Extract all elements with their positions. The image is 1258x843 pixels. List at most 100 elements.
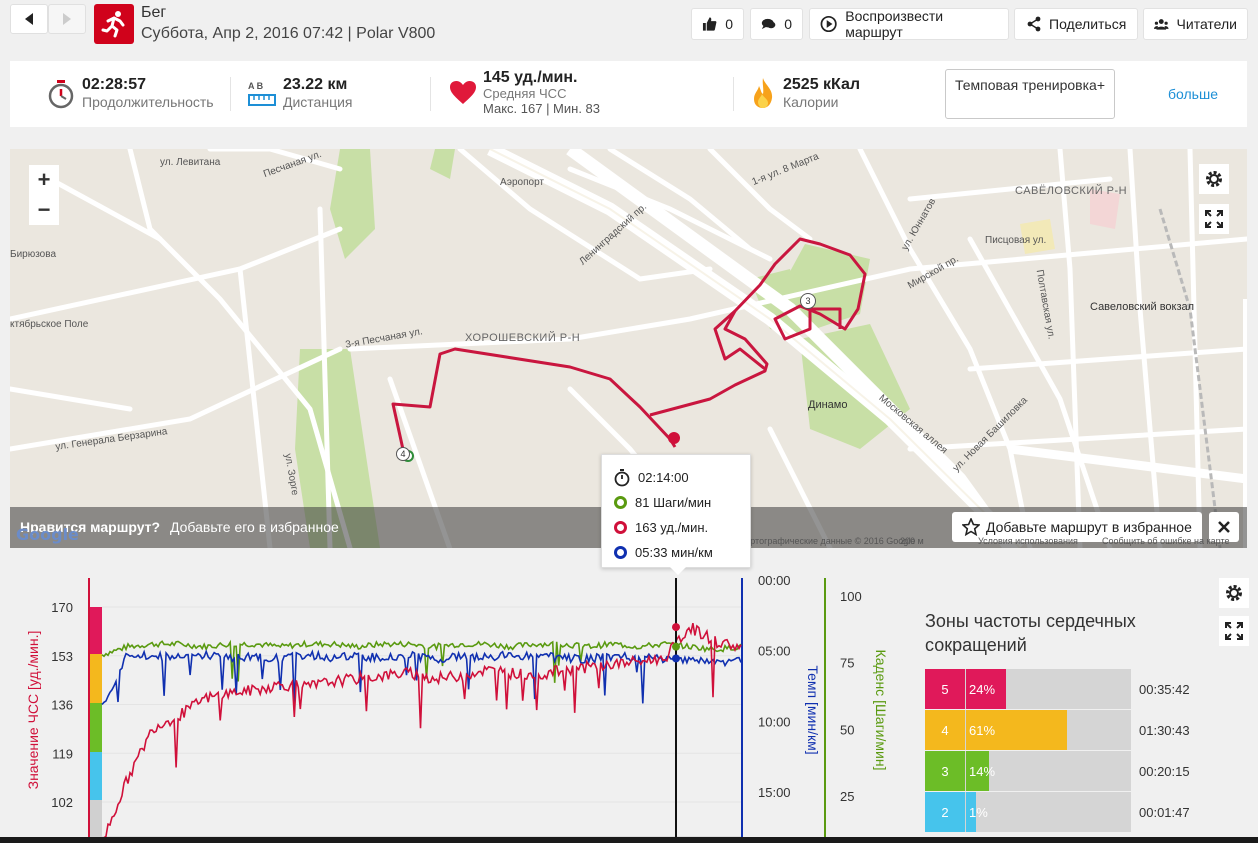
tooltip-time-row: 02:14:00: [614, 465, 738, 490]
hr-zone-percent-bar: 61%: [966, 710, 1067, 750]
hr-axis-label: Значение ЧСС [уд./мин.]: [25, 631, 41, 790]
summary-panel: 02:28:57 Продолжительность A B 23.22 км …: [10, 61, 1247, 127]
chart-section: 170 153 136 119 102 Значение ЧСС [уд./мин.] 00…: [0, 570, 1258, 843]
tooltip-time: 02:14:00: [638, 470, 689, 485]
calories-label: Калории: [783, 94, 839, 110]
hr-zone-row: 4 61%: [925, 710, 1131, 750]
map-terms-link[interactable]: Условия использования: [978, 536, 1078, 546]
back-button[interactable]: [10, 4, 48, 34]
more-link[interactable]: больше: [1168, 86, 1218, 102]
cadence-line: [101, 639, 742, 683]
comment-button[interactable]: 0: [750, 8, 803, 40]
top-header: Бег Суббота, Апр 2, 2016 07:42 | Polar V…: [0, 0, 1258, 50]
cadence-tick-label: 75: [840, 656, 854, 671]
flame-icon: [754, 78, 773, 108]
minus-icon: −: [37, 197, 51, 222]
hr-zone-time: 01:30:43: [1139, 723, 1190, 738]
tooltip-cadence-row: 81 Шаги/мин: [614, 490, 738, 515]
hr-zone-band: [90, 607, 102, 654]
hr-tick-label: 102: [51, 795, 73, 810]
add-favorite-label: Добавьте маршрут в избранное: [986, 519, 1192, 535]
hr-zones-title: Зоны частоты сердечных сокращений: [925, 611, 1136, 655]
pace-tick-label: 15:00: [758, 785, 791, 800]
hr-zone-percent-bar: 14%: [966, 751, 995, 791]
hr-zone-band: [90, 800, 102, 837]
cadence-axis-label: Каденс [Шаги/мин]: [873, 650, 889, 771]
gear-icon: [1206, 171, 1222, 187]
chart-settings-button[interactable]: [1219, 578, 1249, 608]
share-button[interactable]: Поделиться: [1014, 8, 1138, 40]
zoom-out-button[interactable]: −: [29, 195, 59, 225]
hr-zone-number: 2: [925, 792, 965, 832]
pace-tick-label: 10:00: [758, 714, 791, 729]
map-label: Динамо: [808, 399, 848, 411]
map-label: ХОРОШЕВСКИЙ Р-Н: [465, 332, 581, 344]
like-count: 0: [725, 16, 733, 32]
stopwatch-icon: [614, 468, 630, 486]
hr-zone-time: 00:01:47: [1139, 805, 1190, 820]
zoom-in-button[interactable]: +: [29, 165, 59, 195]
tooltip-pace-row: 05:33 мин/км: [614, 540, 738, 565]
forward-button[interactable]: [48, 4, 86, 34]
share-icon: [1027, 16, 1041, 32]
workout-title: Бег: [141, 4, 167, 21]
favorite-hint: Добавьте его в избранное: [170, 519, 339, 535]
calories-stat: 2525 кКал Калории: [752, 61, 932, 127]
hr-zone-row: 2 1%: [925, 792, 1131, 832]
tooltip-cadence: 81 Шаги/мин: [635, 495, 712, 510]
pace-line: [101, 649, 742, 706]
pace-tick-label: 00:00: [758, 573, 791, 588]
favorite-question: Нравится маршрут?: [20, 519, 161, 535]
divider: [230, 77, 231, 111]
expand-icon: [1205, 210, 1223, 228]
google-logo: Google: [16, 525, 79, 544]
map-report-link[interactable]: Сообщить об ошибке на карте: [1102, 536, 1230, 546]
hr-zone-number: 3: [925, 751, 965, 791]
distance-label: Дистанция: [283, 94, 353, 110]
cadence-dot-icon: [614, 496, 627, 509]
hr-pace-cadence-chart[interactable]: 170 153 136 119 102 Значение ЧСС [уд./мин.] 00…: [0, 570, 900, 843]
running-icon: [94, 4, 134, 44]
add-favorite-button[interactable]: Добавьте маршрут в избранное: [952, 512, 1202, 542]
pace-cursor-point: [672, 654, 680, 663]
close-favorite-button[interactable]: [1209, 512, 1239, 542]
back-icon: [25, 13, 33, 25]
tooltip-pace: 05:33 мин/км: [635, 545, 713, 560]
map-label: Писцовая ул.: [985, 235, 1047, 246]
hr-line: [101, 622, 742, 842]
cadence-tick-label: 50: [840, 722, 854, 737]
hr-zone-percent-bar: 1%: [966, 792, 988, 832]
hr-zone-number: 5: [925, 669, 965, 709]
distance-ab-label: A B: [248, 81, 264, 91]
hr-cursor-point: [672, 623, 680, 632]
map-settings-button[interactable]: [1199, 164, 1229, 194]
cadence-tick-label: 25: [840, 789, 854, 804]
hr-label: Средняя ЧСС: [483, 86, 567, 101]
hr-max-min: Макс. 167 | Мин. 83: [483, 101, 601, 116]
hr-zone-band: [90, 752, 102, 800]
readers-label: Читатели: [1176, 16, 1237, 32]
comment-icon: [761, 18, 776, 30]
route-marker: 4: [396, 447, 410, 461]
cadence-cursor-point: [672, 642, 680, 651]
comment-count: 0: [784, 16, 792, 32]
chart-fullscreen-button[interactable]: [1219, 616, 1249, 646]
star-icon: [962, 518, 980, 536]
play-icon: [820, 15, 837, 33]
ruler-icon: [248, 94, 276, 106]
map-fullscreen-button[interactable]: [1199, 204, 1229, 234]
like-button[interactable]: 0: [691, 8, 744, 40]
map-canvas: [10, 149, 1247, 548]
map-label: Савеловский вокзал: [1090, 301, 1195, 313]
map-label: Бирюзова: [10, 249, 57, 260]
hr-zone-row: 5 24%: [925, 669, 1131, 709]
play-route-button[interactable]: Воспроизвести маршрут: [809, 8, 1009, 40]
stopwatch-icon: [48, 80, 74, 109]
route-marker: 3: [800, 293, 816, 309]
duration-value: 02:28:57: [82, 76, 147, 93]
tempo-training-button[interactable]: Темповая тренировка+: [945, 69, 1115, 119]
cadence-tick-label: 100: [840, 589, 862, 604]
tooltip-hr-row: 163 уд./мин.: [614, 515, 738, 540]
forward-icon: [63, 13, 71, 25]
readers-button[interactable]: Читатели: [1143, 8, 1248, 40]
